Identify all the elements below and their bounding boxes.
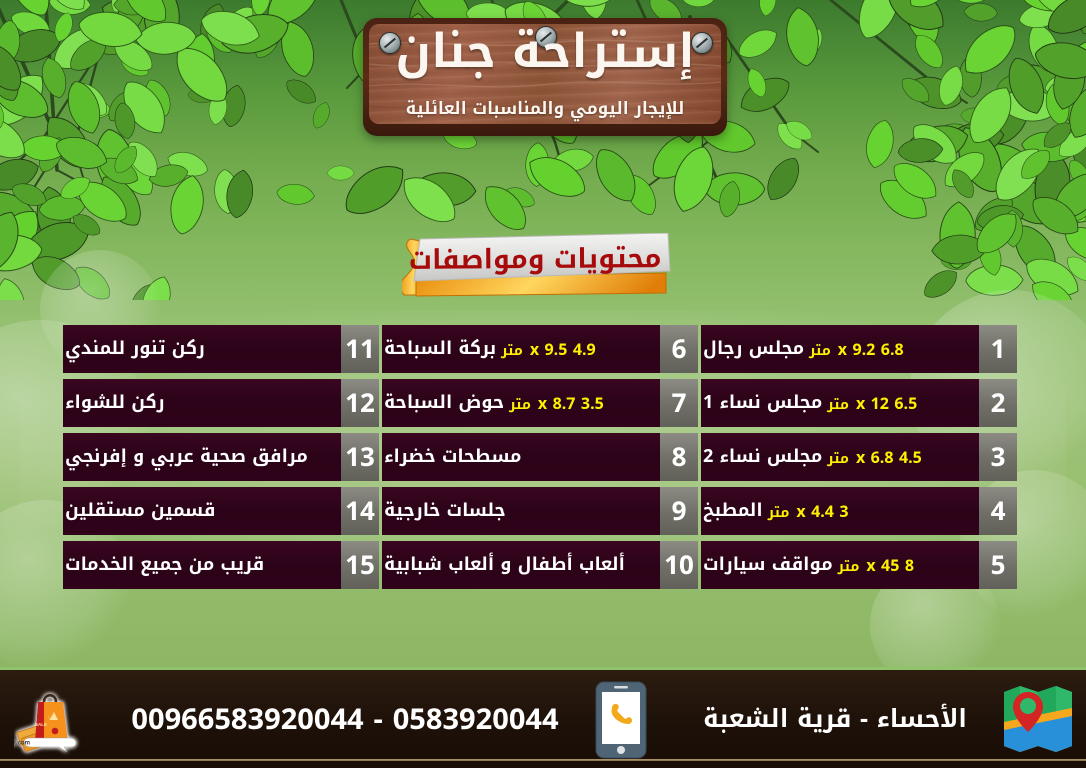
svg-text:hajerthegt.com: hajerthegt.com bbox=[14, 741, 30, 747]
svg-text:SALE: SALE bbox=[35, 722, 47, 727]
